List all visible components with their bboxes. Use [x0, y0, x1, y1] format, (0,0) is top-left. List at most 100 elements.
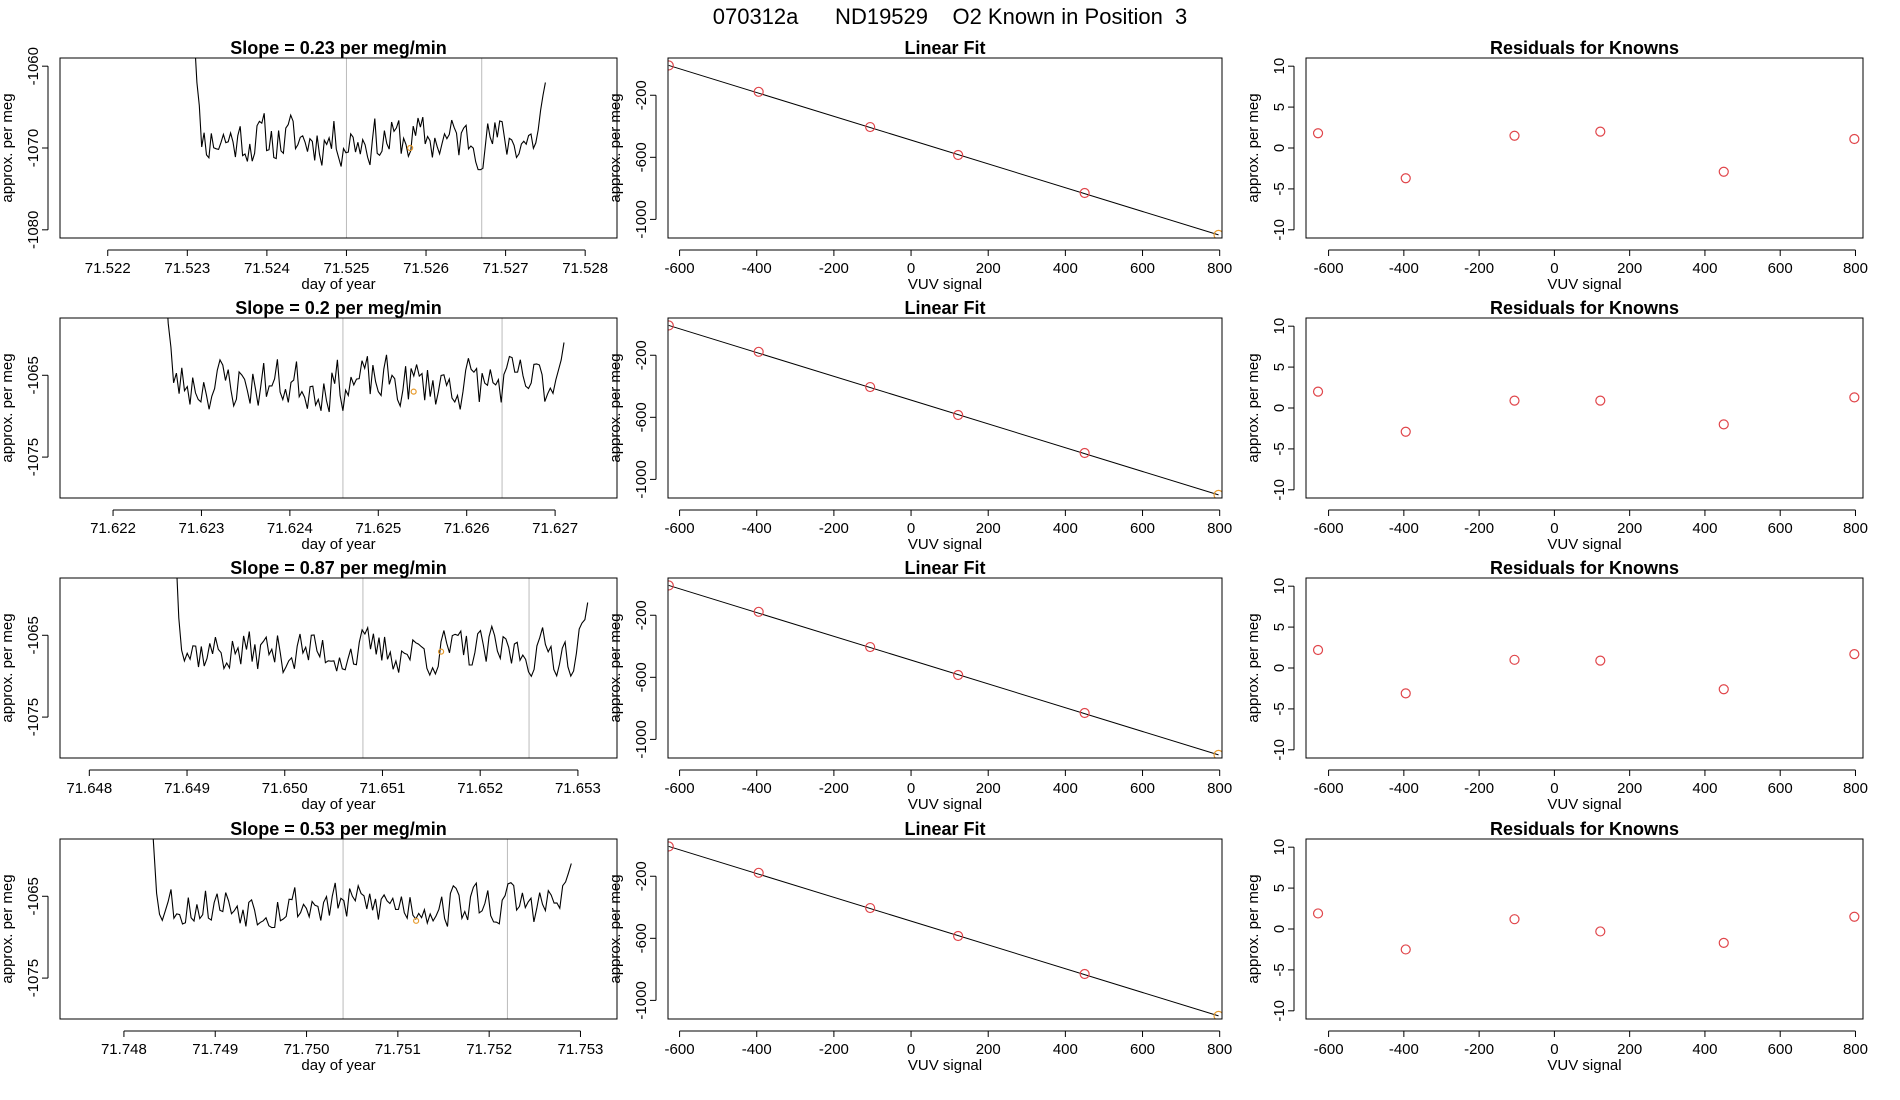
- x-tick-label: 71.748: [101, 1041, 147, 1058]
- x-tick-label: 71.522: [85, 260, 131, 277]
- x-tick-label: 71.753: [558, 1041, 604, 1058]
- x-tick-label: -600: [665, 260, 695, 277]
- y-axis-label: approx. per meg: [0, 613, 16, 722]
- x-tick-label: -400: [1389, 260, 1419, 277]
- residual-point: [1718, 937, 1729, 949]
- x-tick-label: 71.622: [90, 520, 136, 537]
- x-tick-label: -200: [1464, 1041, 1494, 1058]
- panel-title: Residuals for Knowns: [1490, 298, 1679, 318]
- x-axis-label: VUV signal: [908, 276, 982, 293]
- x-tick-label: -600: [665, 780, 695, 797]
- x-axis-label: day of year: [301, 796, 375, 813]
- x-tick-label: 200: [976, 520, 1001, 537]
- residual-point: [1509, 395, 1520, 406]
- x-tick-label: 400: [1692, 1041, 1717, 1058]
- fit-point: [1079, 447, 1090, 459]
- x-tick-label: 800: [1843, 780, 1868, 797]
- y-axis-label: approx. per meg: [0, 93, 16, 202]
- fit-point: [753, 346, 764, 357]
- series-line: [167, 318, 565, 413]
- residual-point: [1400, 688, 1411, 699]
- panel-frame: [1305, 577, 1864, 759]
- series-line: [194, 58, 546, 171]
- x-tick-label: 0: [907, 520, 915, 537]
- x-tick-label: 71.751: [375, 1041, 421, 1058]
- y-tick-label: -200: [633, 861, 650, 891]
- y-axis-label: approx. per meg: [0, 874, 16, 983]
- residual-point: [1312, 644, 1324, 656]
- plot-area: [194, 58, 546, 238]
- x-tick-label: 200: [1617, 780, 1642, 797]
- x-tick-label: 800: [1207, 1041, 1232, 1058]
- residual-point: [1718, 419, 1729, 430]
- fit-point: [753, 86, 764, 97]
- residual-point: [1509, 914, 1520, 925]
- x-tick-label: 71.526: [403, 260, 449, 277]
- x-tick-label: 600: [1130, 520, 1155, 537]
- y-tick-label: 0: [1271, 925, 1288, 933]
- fit-point: [953, 409, 964, 421]
- x-tick-label: -200: [1464, 520, 1494, 537]
- panel-frame: [1305, 838, 1864, 1020]
- y-tick-label: 10: [1271, 318, 1288, 335]
- x-tick-label: 0: [907, 1041, 915, 1058]
- y-tick-label: -1075: [25, 698, 42, 736]
- x-tick-label: 71.528: [562, 260, 608, 277]
- x-tick-label: -200: [819, 1041, 849, 1058]
- x-tick-label: -400: [742, 520, 772, 537]
- fit-line: [668, 64, 1219, 236]
- fit-line: [668, 584, 1219, 756]
- x-tick-label: 71.648: [66, 780, 112, 797]
- residual-point: [1595, 395, 1606, 406]
- x-tick-label: 71.525: [324, 260, 370, 277]
- y-tick-label: -1065: [25, 356, 42, 394]
- mean-marker: [438, 648, 445, 655]
- y-axis-label: approx. per meg: [607, 93, 624, 202]
- y-tick-label: -10: [1271, 219, 1288, 241]
- plot-area: [1312, 126, 1860, 184]
- y-tick-label: 10: [1271, 578, 1288, 595]
- x-tick-label: -400: [1389, 1041, 1419, 1058]
- x-tick-label: 800: [1207, 780, 1232, 797]
- fit-point: [1213, 749, 1222, 758]
- panel-title: Linear Fit: [904, 298, 985, 318]
- panel-frame: [667, 317, 1223, 499]
- y-tick-label: -1000: [633, 981, 650, 1019]
- mean-marker: [410, 388, 417, 395]
- series-line: [176, 578, 589, 678]
- x-tick-label: -200: [1464, 260, 1494, 277]
- x-tick-label: 71.652: [457, 780, 503, 797]
- x-tick-label: 600: [1130, 1041, 1155, 1058]
- fit-point: [668, 60, 674, 71]
- fit-point: [1079, 187, 1090, 199]
- x-tick-label: -400: [1389, 520, 1419, 537]
- panel-resid-row3: Residuals for Knowns -600 -400 -200 0 200 400 6…: [1245, 558, 1868, 813]
- panel-frame: [1305, 57, 1864, 239]
- residual-point: [1849, 133, 1860, 145]
- fit-point: [753, 606, 764, 617]
- x-tick-label: -400: [742, 260, 772, 277]
- y-tick-label: -5: [1271, 702, 1288, 715]
- plot-area: [668, 580, 1222, 758]
- fit-point: [953, 149, 964, 161]
- y-tick-label: -200: [633, 340, 650, 370]
- fit-point: [668, 320, 674, 331]
- x-axis-label: VUV signal: [1547, 536, 1621, 553]
- y-tick-label: -1000: [633, 720, 650, 758]
- plot-area: [668, 320, 1222, 498]
- fit-point: [753, 867, 764, 878]
- residual-point: [1849, 648, 1860, 660]
- panel-title: Linear Fit: [904, 558, 985, 578]
- residual-point: [1595, 126, 1606, 137]
- x-tick-label: 71.527: [483, 260, 529, 277]
- x-axis-label: VUV signal: [908, 1057, 982, 1074]
- panel-time-row4: Slope = 0.53 per meg/min 71.748 71.749 71.7…: [0, 819, 618, 1074]
- fit-point: [865, 902, 876, 914]
- y-tick-label: 5: [1271, 623, 1288, 631]
- y-tick-label: -1060: [25, 47, 42, 85]
- panel-title: Slope = 0.87 per meg/min: [230, 558, 447, 578]
- panel-frame: [59, 838, 618, 1020]
- mean-marker: [407, 144, 414, 152]
- x-axis-label: VUV signal: [1547, 796, 1621, 813]
- y-tick-label: -1065: [25, 877, 42, 915]
